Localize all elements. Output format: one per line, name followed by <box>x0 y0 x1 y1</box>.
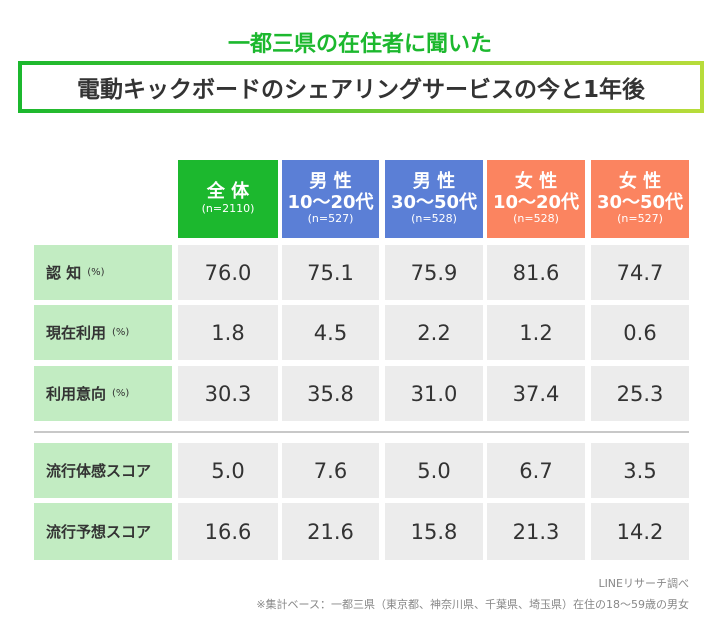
table-cell: 5.0 <box>385 443 483 498</box>
row-label-text: 認 知 <box>46 264 82 282</box>
source-note: LINEリサーチ調べ <box>598 577 689 590</box>
column-title: 女 性 <box>514 170 558 192</box>
column-title: 女 性 <box>618 170 662 192</box>
column-n: (n=2110) <box>201 202 255 216</box>
row-label: 流行予想スコア <box>34 503 172 560</box>
table-cell: 76.0 <box>178 245 278 300</box>
table-cell: 14.2 <box>591 503 689 560</box>
column-header: 女 性 10〜20代 (n=528) <box>487 160 585 238</box>
column-age: 10〜20代 <box>287 191 374 213</box>
subtitle: 一都三県の在住者に聞いた <box>227 32 492 57</box>
column-title: 男 性 <box>412 170 456 192</box>
column-n: (n=527) <box>617 212 663 226</box>
row-unit: (%) <box>112 388 130 399</box>
table-cell: 74.7 <box>591 245 689 300</box>
row-label: 現在利用 (%) <box>34 305 172 360</box>
table-cell: 0.6 <box>591 305 689 360</box>
column-header: 女 性 30〜50代 (n=527) <box>591 160 689 238</box>
column-n: (n=528) <box>513 212 559 226</box>
table-cell: 16.6 <box>178 503 278 560</box>
column-header: 男 性 30〜50代 (n=528) <box>385 160 483 238</box>
footnote: ※集計ベース：一都三県（東京都、神奈川県、千葉県、埼玉県）在住の18〜59歳の男… <box>256 598 689 611</box>
table-cell: 1.8 <box>178 305 278 360</box>
table-cell: 25.3 <box>591 366 689 421</box>
table-cell: 37.4 <box>487 366 585 421</box>
table-cell: 7.6 <box>282 443 379 498</box>
column-age: 30〜50代 <box>596 191 684 213</box>
table-cell: 6.7 <box>487 443 585 498</box>
table-cell: 21.3 <box>487 503 585 560</box>
table-cell: 1.2 <box>487 305 585 360</box>
table-cell: 21.6 <box>282 503 379 560</box>
row-label-text: 利用意向 <box>46 385 107 403</box>
row-unit: (%) <box>112 327 130 338</box>
row-label: 利用意向 (%) <box>34 366 172 421</box>
column-age: 10〜20代 <box>492 191 580 213</box>
table-cell: 35.8 <box>282 366 379 421</box>
divider <box>34 431 689 433</box>
row-label: 流行体感スコア <box>34 443 172 498</box>
title-box: 電動キックボードのシェアリングサービスの今と1年後 <box>18 61 704 113</box>
column-age: 30〜50代 <box>390 191 478 213</box>
row-label-text: 現在利用 <box>46 324 107 342</box>
table-cell: 75.9 <box>385 245 483 300</box>
column-title: 全 体 <box>206 181 250 203</box>
row-label-text: 流行予想スコア <box>46 523 152 541</box>
table-cell: 2.2 <box>385 305 483 360</box>
column-header: 男 性 10〜20代 (n=527) <box>282 160 379 238</box>
table-cell: 3.5 <box>591 443 689 498</box>
table-cell: 4.5 <box>282 305 379 360</box>
column-n: (n=527) <box>307 212 354 226</box>
table-cell: 75.1 <box>282 245 379 300</box>
row-unit: (%) <box>87 267 105 278</box>
row-label-text: 流行体感スコア <box>46 462 152 480</box>
table-cell: 31.0 <box>385 366 483 421</box>
table-cell: 15.8 <box>385 503 483 560</box>
column-n: (n=528) <box>411 212 457 226</box>
column-header: 全 体 (n=2110) <box>178 160 278 238</box>
column-title: 男 性 <box>309 170 352 192</box>
table-cell: 30.3 <box>178 366 278 421</box>
row-label: 認 知 (%) <box>34 245 172 300</box>
page-title: 電動キックボードのシェアリングサービスの今と1年後 <box>76 77 645 103</box>
table-cell: 81.6 <box>487 245 585 300</box>
table-cell: 5.0 <box>178 443 278 498</box>
